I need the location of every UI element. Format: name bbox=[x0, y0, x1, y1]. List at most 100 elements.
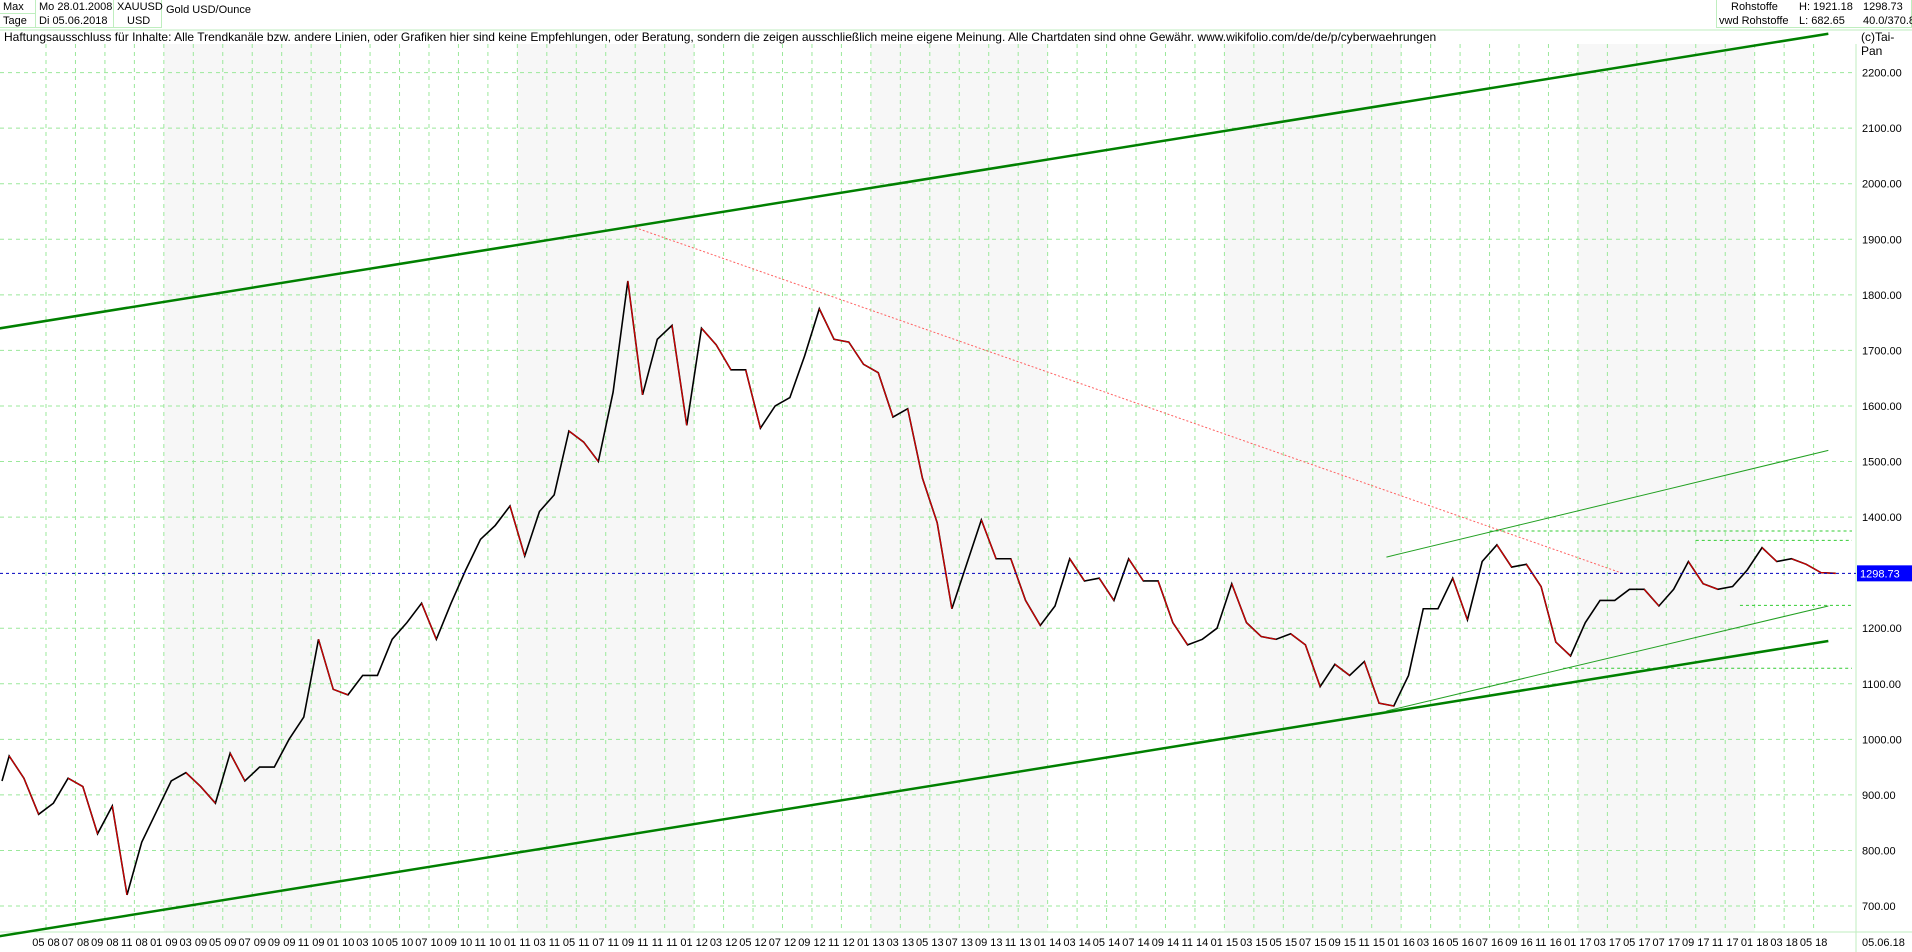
down-segment bbox=[921, 477, 938, 523]
interval-select[interactable]: Tage bbox=[0, 14, 36, 28]
x-tick-label: 11 17 bbox=[1712, 937, 1739, 949]
down-segment bbox=[1687, 561, 1704, 585]
down-segment bbox=[1098, 577, 1115, 601]
thin-upper-trendline bbox=[1386, 449, 1829, 558]
x-tick-label: 01 09 bbox=[150, 937, 178, 949]
down-segment bbox=[1246, 622, 1262, 637]
x-tick-label: 07 16 bbox=[1476, 937, 1504, 949]
x-tick-label: 09 10 bbox=[445, 937, 473, 949]
down-segment bbox=[421, 602, 437, 640]
y-tick-label: 1100.00 bbox=[1862, 679, 1901, 691]
y-tick-label: 2000.00 bbox=[1862, 179, 1902, 191]
down-segment bbox=[23, 777, 40, 815]
x-tick-label: 03 15 bbox=[1240, 937, 1268, 949]
y-tick-label: 1000.00 bbox=[1862, 734, 1902, 746]
y-tick-label: 700.00 bbox=[1862, 901, 1896, 913]
date-box: Mo 28.01.2008 Di 05.06.2018 bbox=[36, 0, 114, 28]
down-segment bbox=[848, 341, 865, 365]
x-tick-label: 11 12 bbox=[828, 937, 855, 949]
down-segment bbox=[1820, 572, 1836, 574]
x-tick-label: 05 11 bbox=[563, 937, 590, 949]
x-tick-label: 09 17 bbox=[1682, 937, 1710, 949]
x-axis: 05 08 07 08 09 08 11 08 01 09 03 09 05 09 07 09… bbox=[32, 44, 1827, 949]
down-segment bbox=[1363, 661, 1380, 704]
start-date: Mo 28.01.2008 bbox=[39, 1, 113, 13]
down-segment bbox=[1172, 622, 1189, 646]
x-tick-label: 03 13 bbox=[887, 937, 915, 949]
x-tick-label: 05 17 bbox=[1623, 937, 1651, 949]
y-tick-label: 1700.00 bbox=[1862, 345, 1902, 357]
x-tick-label: 05 12 bbox=[739, 937, 767, 949]
x-tick-label: 05 16 bbox=[1446, 937, 1474, 949]
down-segment bbox=[82, 786, 99, 834]
down-segment bbox=[671, 325, 688, 426]
down-segment bbox=[200, 786, 216, 804]
range-select[interactable]: Max bbox=[0, 0, 36, 14]
x-tick-label: 11 08 bbox=[121, 937, 148, 949]
copyright: (c)Tai-Pan bbox=[1861, 30, 1895, 58]
category: Rohstoffe bbox=[1731, 1, 1778, 13]
range-value: Max bbox=[3, 1, 24, 13]
down-segment bbox=[1157, 580, 1174, 623]
down-segment bbox=[1334, 663, 1350, 676]
down-segment bbox=[627, 280, 644, 395]
down-segment bbox=[509, 505, 526, 557]
y-tick-label: 1500.00 bbox=[1862, 457, 1902, 469]
down-segment bbox=[936, 522, 953, 609]
down-segment bbox=[833, 338, 849, 343]
x-tick-label: 11 11 bbox=[652, 937, 678, 949]
x-tick-label: 07 11 bbox=[592, 937, 619, 949]
down-segment bbox=[980, 519, 997, 559]
x-tick-label: 03 17 bbox=[1594, 937, 1622, 949]
symbol: XAUUSD bbox=[117, 1, 163, 13]
y-tick-label: 800.00 bbox=[1862, 845, 1896, 857]
x-tick-label: 05 13 bbox=[916, 937, 944, 949]
down-segment bbox=[1025, 600, 1041, 626]
y-tick-label: 1400.00 bbox=[1862, 512, 1902, 524]
down-segment bbox=[1555, 641, 1571, 657]
x-tick-label: 11 14 bbox=[1182, 937, 1209, 949]
x-tick-label: 05 18 bbox=[1800, 937, 1828, 949]
down-segment bbox=[1010, 558, 1027, 601]
interval-value: Tage bbox=[3, 15, 27, 27]
last-price-label: 1298.73 bbox=[1860, 568, 1900, 580]
disclaimer: Haftungsausschluss für Inhalte: Alle Tre… bbox=[4, 30, 1437, 44]
x-tick-label: 11 16 bbox=[1535, 937, 1562, 949]
resistance-trendline bbox=[635, 227, 1623, 574]
down-segment bbox=[1496, 544, 1513, 568]
x-tick-label: 05 09 bbox=[209, 937, 237, 949]
x-tick-label: 05 15 bbox=[1270, 937, 1298, 949]
source: vwd Rohstoffe bbox=[1719, 15, 1789, 27]
channel-lower-trendline bbox=[0, 639, 1829, 938]
x-tick-label: 01 13 bbox=[857, 937, 885, 949]
x-tick-label: 09 12 bbox=[798, 937, 826, 949]
thin-lower-trendline bbox=[1386, 605, 1829, 712]
x-tick-label: 07 13 bbox=[945, 937, 973, 949]
down-segment bbox=[333, 688, 349, 696]
x-tick-label: 01 16 bbox=[1387, 937, 1415, 949]
x-tick-label: 03 09 bbox=[180, 937, 208, 949]
x-tick-label: 01 17 bbox=[1564, 937, 1592, 949]
down-segment bbox=[185, 772, 202, 787]
down-segment bbox=[701, 327, 717, 346]
x-tick-label: 03 18 bbox=[1770, 937, 1798, 949]
down-segment bbox=[568, 430, 585, 443]
x-tick-label: 03 11 bbox=[533, 937, 560, 949]
high-value: H: 1921.18 bbox=[1799, 1, 1853, 13]
down-segment bbox=[229, 752, 246, 782]
x-tick-label: 07 09 bbox=[238, 937, 266, 949]
down-segment bbox=[877, 372, 894, 418]
x-tick-label: 09 09 bbox=[268, 937, 296, 949]
down-segment bbox=[317, 639, 334, 690]
down-segment bbox=[583, 441, 599, 462]
down-segment bbox=[715, 344, 732, 371]
x-tick-label: 03 10 bbox=[356, 937, 384, 949]
down-segment bbox=[1304, 644, 1321, 687]
x-tick-label: 01 18 bbox=[1741, 937, 1769, 949]
down-segment bbox=[8, 755, 25, 779]
info-box: Rohstoffe vwd Rohstoffe H: 1921.18 L: 68… bbox=[1716, 0, 1912, 28]
instrument-name: Gold USD/Ounce bbox=[166, 4, 251, 16]
down-segment bbox=[1761, 547, 1778, 562]
channel-upper-trendline bbox=[0, 32, 1829, 330]
